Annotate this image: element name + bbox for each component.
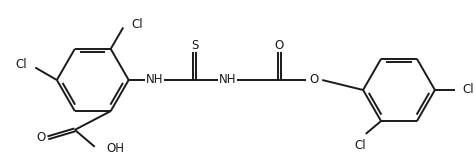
Text: Cl: Cl xyxy=(16,58,27,71)
Text: O: O xyxy=(275,39,284,52)
Text: NH: NH xyxy=(218,73,236,86)
Text: O: O xyxy=(309,73,319,86)
Text: NH: NH xyxy=(146,73,163,86)
Text: S: S xyxy=(191,39,198,52)
Text: OH: OH xyxy=(107,142,125,155)
Text: Cl: Cl xyxy=(131,18,143,31)
Text: Cl: Cl xyxy=(463,83,475,97)
Text: O: O xyxy=(36,131,46,144)
Text: Cl: Cl xyxy=(354,139,366,152)
